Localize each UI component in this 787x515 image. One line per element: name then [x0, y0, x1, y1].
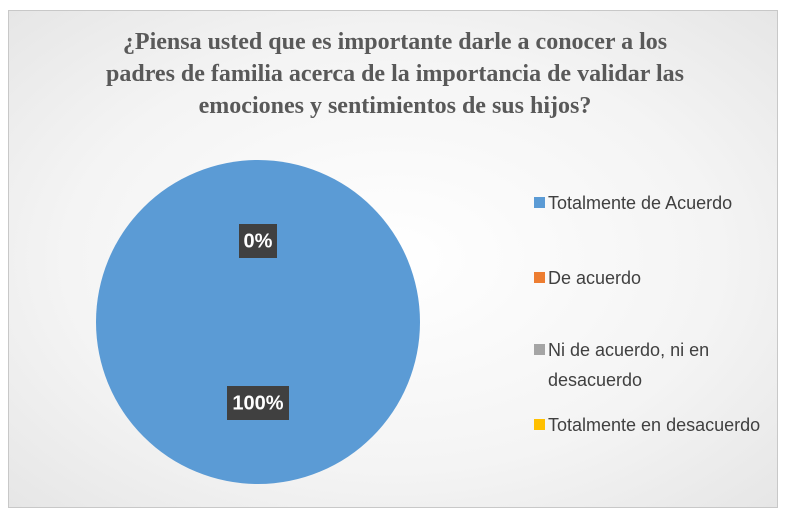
legend-item: Totalmente de Acuerdo — [534, 188, 780, 218]
data-label: 0% — [239, 224, 277, 258]
legend-swatch — [534, 197, 545, 208]
data-label-text: 100% — [232, 392, 283, 414]
pie-slice — [96, 160, 420, 484]
legend-swatch — [534, 344, 545, 355]
legend-item: Totalmente en desacuerdo — [534, 410, 780, 440]
data-label: 100% — [227, 386, 289, 420]
legend-label: De acuerdo — [548, 268, 642, 288]
data-label-box — [227, 386, 289, 420]
chart-title: ¿Piensa usted que es importante darle a … — [106, 29, 684, 119]
legend-label: Totalmente en desacuerdo — [548, 415, 761, 435]
data-label-box — [239, 224, 277, 258]
legend-label: Ni de acuerdo, ni en desacuerdo — [548, 340, 710, 390]
data-label-text: 0% — [244, 230, 273, 252]
legend-swatch — [534, 419, 545, 430]
legend-item: De acuerdo — [534, 263, 780, 293]
legend-item: Ni de acuerdo, ni en desacuerdo — [534, 335, 780, 395]
legend-swatch — [534, 272, 545, 283]
legend-label: Totalmente de Acuerdo — [548, 193, 733, 213]
